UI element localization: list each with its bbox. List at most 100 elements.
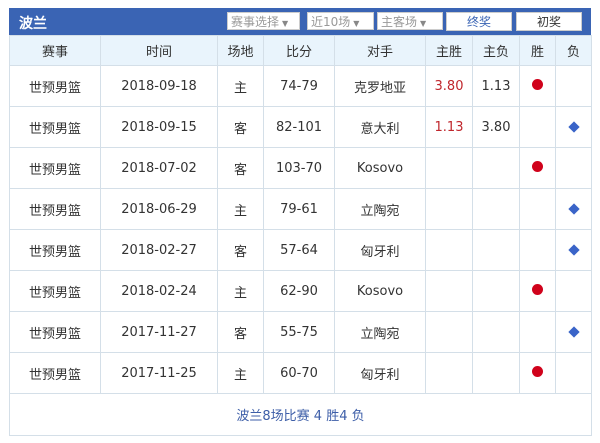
cell-home-loss bbox=[472, 270, 520, 312]
cell-venue: 主 bbox=[217, 65, 264, 107]
cell-score: 62-90 bbox=[263, 270, 335, 312]
cell-home-loss bbox=[472, 229, 520, 271]
cell-score: 82-101 bbox=[263, 106, 335, 148]
table-row: 世预男篮 2017-11-25 主 60-70 匈牙利 bbox=[9, 352, 592, 394]
cell-loss bbox=[555, 311, 592, 353]
cell-win bbox=[519, 106, 556, 148]
cell-date: 2018-09-18 bbox=[100, 65, 218, 107]
final-odds-button[interactable]: 终奖 bbox=[446, 12, 512, 31]
cell-league: 世预男篮 bbox=[9, 106, 101, 148]
home-away-label: 主客场 bbox=[381, 15, 418, 29]
cell-date: 2018-02-24 bbox=[100, 270, 218, 312]
cell-home-win bbox=[425, 311, 473, 353]
cell-score: 57-64 bbox=[263, 229, 335, 271]
cell-home-loss: 3.80 bbox=[472, 106, 520, 148]
cell-league: 世预男篮 bbox=[9, 352, 101, 394]
column-header: 赛事 bbox=[9, 35, 101, 66]
table-row: 世预男篮 2018-09-15 客 82-101 意大利 1.13 3.80 bbox=[9, 106, 592, 148]
table-row: 世预男篮 2018-09-18 主 74-79 克罗地亚 3.80 1.13 bbox=[9, 65, 592, 107]
cell-loss bbox=[555, 65, 592, 107]
cell-loss bbox=[555, 106, 592, 148]
recent-games-select[interactable]: 近10场 ▼ bbox=[307, 12, 374, 30]
cell-home-win bbox=[425, 188, 473, 230]
cell-opponent: 意大利 bbox=[334, 106, 426, 148]
cell-venue: 客 bbox=[217, 311, 264, 353]
cell-opponent: 匈牙利 bbox=[334, 229, 426, 271]
cell-loss bbox=[555, 147, 592, 189]
home-away-select[interactable]: 主客场 ▼ bbox=[377, 12, 443, 30]
dropdown-arrow-icon: ▼ bbox=[420, 19, 427, 28]
cell-win bbox=[519, 65, 556, 107]
cell-venue: 主 bbox=[217, 352, 264, 394]
cell-home-win bbox=[425, 147, 473, 189]
cell-venue: 主 bbox=[217, 188, 264, 230]
column-header: 场地 bbox=[217, 35, 264, 66]
cell-league: 世预男篮 bbox=[9, 147, 101, 189]
league-select-label: 赛事选择 bbox=[231, 15, 280, 29]
table-row: 世预男篮 2018-07-02 客 103-70 Kosovo bbox=[9, 147, 592, 189]
cell-opponent: Kosovo bbox=[334, 147, 426, 189]
cell-home-loss bbox=[472, 311, 520, 353]
cell-home-win bbox=[425, 270, 473, 312]
cell-score: 74-79 bbox=[263, 65, 335, 107]
cell-opponent: 匈牙利 bbox=[334, 352, 426, 394]
cell-opponent: 克罗地亚 bbox=[334, 65, 426, 107]
cell-home-loss bbox=[472, 188, 520, 230]
team-title: 波兰 bbox=[19, 16, 47, 32]
cell-opponent: 立陶宛 bbox=[334, 188, 426, 230]
dropdown-arrow-icon: ▼ bbox=[282, 19, 289, 28]
cell-date: 2018-09-15 bbox=[100, 106, 218, 148]
cell-venue: 客 bbox=[217, 106, 264, 148]
column-header: 比分 bbox=[263, 35, 335, 66]
cell-score: 55-75 bbox=[263, 311, 335, 353]
cell-home-win: 3.80 bbox=[425, 65, 473, 107]
league-select[interactable]: 赛事选择 ▼ bbox=[227, 12, 300, 30]
column-header: 主负 bbox=[472, 35, 520, 66]
win-dot-icon bbox=[532, 365, 543, 377]
cell-win bbox=[519, 270, 556, 312]
win-dot-icon bbox=[532, 160, 543, 172]
cell-venue: 主 bbox=[217, 270, 264, 312]
dropdown-arrow-icon: ▼ bbox=[353, 19, 360, 28]
loss-diamond-icon bbox=[567, 325, 580, 338]
cell-home-win bbox=[425, 229, 473, 271]
cell-date: 2018-02-27 bbox=[100, 229, 218, 271]
cell-league: 世预男篮 bbox=[9, 311, 101, 353]
column-header: 胜 bbox=[519, 35, 556, 66]
win-dot-icon bbox=[532, 78, 543, 90]
table-row: 世预男篮 2017-11-27 客 55-75 立陶宛 bbox=[9, 311, 592, 353]
cell-home-loss bbox=[472, 147, 520, 189]
cell-win bbox=[519, 147, 556, 189]
cell-date: 2018-06-29 bbox=[100, 188, 218, 230]
cell-opponent: Kosovo bbox=[334, 270, 426, 312]
cell-win bbox=[519, 352, 556, 394]
loss-diamond-icon bbox=[567, 120, 580, 133]
cell-league: 世预男篮 bbox=[9, 229, 101, 271]
recent-select-label: 近10场 bbox=[311, 15, 351, 29]
cell-home-loss bbox=[472, 352, 520, 394]
cell-loss bbox=[555, 352, 592, 394]
panel-header: 波兰 赛事选择 ▼ 近10场 ▼ 主客场 ▼ 终奖 初奖 bbox=[9, 8, 591, 35]
cell-date: 2017-11-27 bbox=[100, 311, 218, 353]
cell-score: 60-70 bbox=[263, 352, 335, 394]
summary: 波兰8场比赛 4 胜4 负 bbox=[9, 393, 592, 436]
cell-loss bbox=[555, 188, 592, 230]
initial-odds-button[interactable]: 初奖 bbox=[516, 12, 582, 31]
win-dot-icon bbox=[532, 283, 543, 295]
table-row: 世预男篮 2018-06-29 主 79-61 立陶宛 bbox=[9, 188, 592, 230]
cell-win bbox=[519, 188, 556, 230]
cell-loss bbox=[555, 229, 592, 271]
column-header: 时间 bbox=[100, 35, 218, 66]
cell-win bbox=[519, 311, 556, 353]
column-header: 负 bbox=[555, 35, 592, 66]
results-table: 赛事 时间 场地 比分 对手 主胜 主负胜负 世预男篮 2018-09-18 主 74-79 克罗地… bbox=[9, 35, 592, 436]
loss-diamond-icon bbox=[567, 202, 580, 215]
table-row: 世预男篮 2018-02-27 客 57-64 匈牙利 bbox=[9, 229, 592, 271]
results-panel: 波兰 赛事选择 ▼ 近10场 ▼ 主客场 ▼ 终奖 初奖 赛事 时间 场地 比分 对手 主胜 主负… bbox=[9, 8, 592, 436]
cell-home-win: 1.13 bbox=[425, 106, 473, 148]
column-header: 对手 bbox=[334, 35, 426, 66]
cell-home-win bbox=[425, 352, 473, 394]
cell-date: 2018-07-02 bbox=[100, 147, 218, 189]
cell-win bbox=[519, 229, 556, 271]
cell-score: 79-61 bbox=[263, 188, 335, 230]
